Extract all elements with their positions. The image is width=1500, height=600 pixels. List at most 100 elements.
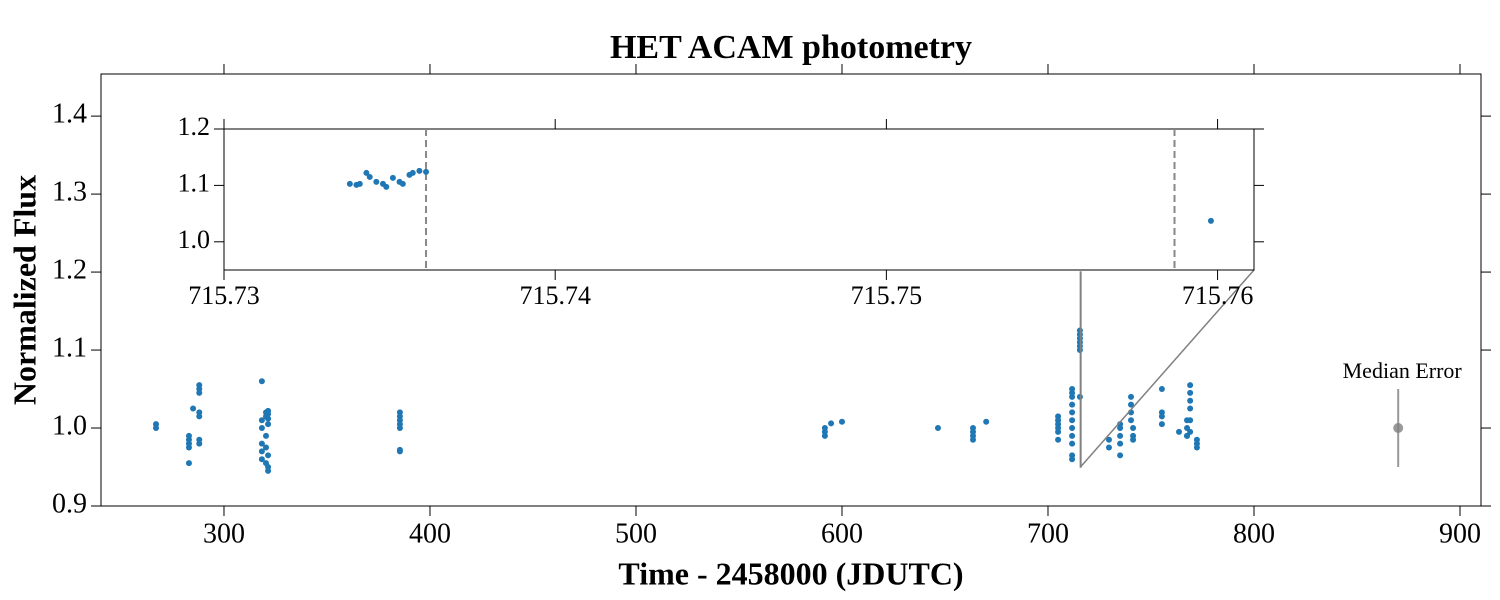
data-point xyxy=(1055,436,1062,443)
data-point xyxy=(373,178,380,185)
data-point xyxy=(983,418,990,425)
data-point xyxy=(821,432,828,439)
data-point xyxy=(1187,382,1194,389)
data-point xyxy=(263,444,270,451)
data-point xyxy=(1055,428,1062,435)
data-point xyxy=(1187,397,1194,404)
data-point xyxy=(258,448,265,455)
data-point xyxy=(363,169,370,176)
data-point xyxy=(1128,393,1135,400)
x-tick-label: 715.74 xyxy=(519,281,591,310)
data-point xyxy=(346,180,353,187)
data-point xyxy=(409,169,416,176)
data-point xyxy=(153,425,160,432)
data-point xyxy=(383,183,390,190)
x-tick-label: 900 xyxy=(1439,518,1481,549)
data-point xyxy=(265,452,272,459)
data-point xyxy=(1187,428,1194,435)
data-point xyxy=(1130,425,1137,432)
data-point xyxy=(1069,440,1076,447)
y-tick-label: 1.3 xyxy=(52,177,87,208)
x-tick-label: 715.75 xyxy=(851,281,923,310)
data-point xyxy=(399,180,406,187)
data-point xyxy=(396,425,403,432)
data-point xyxy=(185,460,192,467)
data-point xyxy=(258,417,265,424)
data-point xyxy=(258,440,265,447)
data-point xyxy=(1187,417,1194,424)
plot-area xyxy=(223,128,1255,271)
y-tick-label: 1.1 xyxy=(178,168,211,197)
x-tick-label: 800 xyxy=(1233,518,1275,549)
data-point xyxy=(366,173,373,180)
data-point xyxy=(258,425,265,432)
data-point xyxy=(258,456,265,463)
data-point xyxy=(1128,401,1135,408)
data-point xyxy=(389,174,396,181)
y-tick-label: 1.2 xyxy=(178,112,211,141)
data-point xyxy=(1207,217,1214,224)
data-point xyxy=(838,418,845,425)
annotation: Median Error xyxy=(1343,358,1463,383)
data-point xyxy=(196,389,203,396)
zoom-region xyxy=(1079,271,1082,468)
data-point xyxy=(396,448,403,455)
data-point xyxy=(356,180,363,187)
data-point xyxy=(265,421,272,428)
x-tick-label: 300 xyxy=(203,518,245,549)
data-point xyxy=(196,413,203,420)
data-point xyxy=(1069,393,1076,400)
zoom-connector xyxy=(1079,269,1255,468)
x-tick-label: 715.76 xyxy=(1182,281,1254,310)
data-point xyxy=(1117,425,1124,432)
data-point xyxy=(1187,389,1194,396)
data-point xyxy=(1117,432,1124,439)
x-tick-label: 400 xyxy=(409,518,451,549)
y-tick-label: 0.9 xyxy=(52,488,87,519)
data-point xyxy=(258,378,265,385)
data-point xyxy=(265,410,272,417)
data-point xyxy=(185,432,192,439)
data-point xyxy=(423,168,430,175)
data-point xyxy=(1128,417,1135,424)
data-point xyxy=(1069,432,1076,439)
data-point xyxy=(1069,417,1076,424)
data-point xyxy=(190,405,197,412)
data-point xyxy=(1069,409,1076,416)
x-tick-label: 600 xyxy=(821,518,863,549)
error-point xyxy=(1393,423,1404,434)
y-tick-label: 1.2 xyxy=(52,254,87,285)
data-point xyxy=(1187,405,1194,412)
chart-title: HET ACAM photometry xyxy=(610,29,972,66)
data-point xyxy=(1193,444,1200,451)
data-point xyxy=(1069,456,1076,463)
data-point xyxy=(970,436,977,443)
data-point xyxy=(1158,386,1165,393)
y-tick-label: 1.1 xyxy=(52,332,87,363)
y-axis-label: Normalized Flux xyxy=(6,175,42,405)
data-point xyxy=(1158,413,1165,420)
data-point xyxy=(416,167,423,174)
data-point xyxy=(1105,444,1112,451)
data-point xyxy=(265,415,272,422)
data-point xyxy=(828,420,835,427)
data-point xyxy=(1158,421,1165,428)
y-tick-label: 1.4 xyxy=(52,99,87,130)
data-point xyxy=(1117,440,1124,447)
data-point xyxy=(1105,436,1112,443)
data-point xyxy=(1117,452,1124,459)
data-point xyxy=(934,425,941,432)
data-point xyxy=(1130,436,1137,443)
data-point xyxy=(263,432,270,439)
y-tick-label: 1.0 xyxy=(178,225,211,254)
data-point xyxy=(1069,401,1076,408)
x-tick-label: 500 xyxy=(615,518,657,549)
x-axis-label: Time - 2458000 (JDUTC) xyxy=(618,555,963,591)
x-tick-label: 700 xyxy=(1027,518,1069,549)
data-point xyxy=(265,467,272,474)
data-point xyxy=(1069,425,1076,432)
x-tick-label: 715.73 xyxy=(188,281,260,310)
data-point xyxy=(196,440,203,447)
y-tick-label: 1.0 xyxy=(52,410,87,441)
